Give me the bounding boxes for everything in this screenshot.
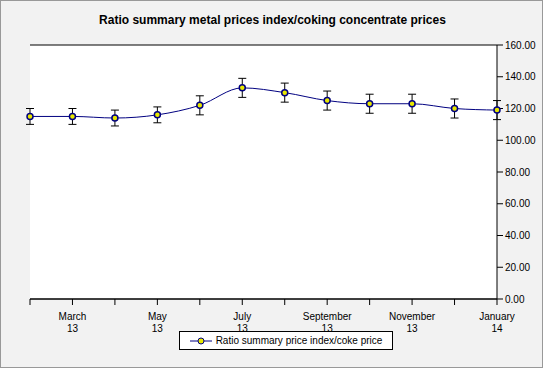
svg-text:November13: November13 [389, 311, 436, 334]
svg-text:60.00: 60.00 [505, 198, 530, 209]
html-text:Ratio summary metal prices ind: Ratio summary metal prices index/coking … [99, 13, 446, 27]
svg-text:July13: July13 [233, 311, 251, 334]
svg-text:120.00: 120.00 [505, 103, 535, 114]
svg-text:140.00: 140.00 [505, 71, 535, 82]
svg-text:September13: September13 [303, 311, 353, 334]
svg-text:80.00: 80.00 [505, 167, 530, 178]
svg-text:January14: January14 [479, 311, 515, 334]
svg-text:May13: May13 [148, 311, 167, 334]
svg-text:40.00: 40.00 [505, 230, 530, 241]
svg-text:0.00: 0.00 [505, 294, 525, 305]
svg-text:March13: March13 [59, 311, 87, 334]
svg-text:20.00: 20.00 [505, 262, 530, 273]
html-text:Ratio summary price index/coke: Ratio summary price index/coke price [215, 335, 383, 346]
svg-text:160.00: 160.00 [505, 40, 535, 51]
svg-text:100.00: 100.00 [505, 135, 535, 146]
